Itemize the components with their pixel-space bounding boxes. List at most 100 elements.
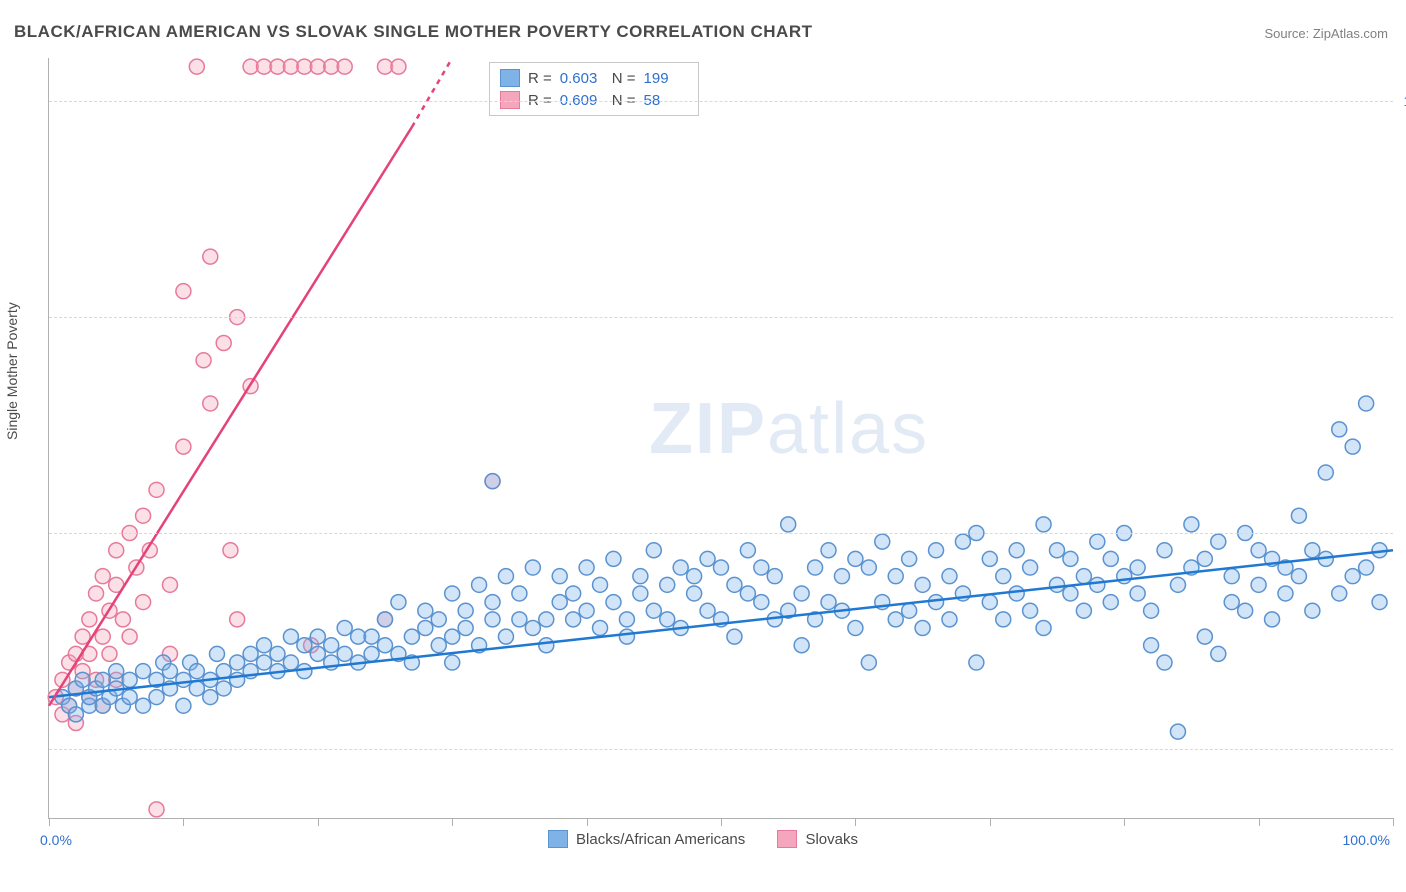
- data-point: [552, 595, 567, 610]
- data-point: [230, 655, 245, 670]
- y-tick-label: 75.0%: [1399, 309, 1406, 325]
- data-point: [700, 551, 715, 566]
- data-point: [337, 621, 352, 636]
- data-point: [1130, 586, 1145, 601]
- data-point: [821, 543, 836, 558]
- data-point: [378, 612, 393, 627]
- source-link[interactable]: ZipAtlas.com: [1313, 26, 1388, 41]
- data-point: [458, 621, 473, 636]
- data-point: [740, 543, 755, 558]
- swatch-pink: [777, 830, 797, 848]
- data-point: [1238, 603, 1253, 618]
- n-value-blue: 199: [644, 70, 688, 87]
- data-point: [310, 646, 325, 661]
- r-label: R =: [528, 70, 552, 87]
- data-point: [955, 534, 970, 549]
- data-point: [115, 612, 130, 627]
- data-point: [942, 569, 957, 584]
- chart-container: BLACK/AFRICAN AMERICAN VS SLOVAK SINGLE …: [0, 0, 1406, 892]
- data-point: [929, 595, 944, 610]
- data-point: [1197, 629, 1212, 644]
- data-point: [223, 543, 238, 558]
- data-point: [512, 612, 527, 627]
- data-point: [75, 672, 90, 687]
- data-point: [875, 534, 890, 549]
- x-tick: [990, 818, 991, 826]
- data-point: [1372, 595, 1387, 610]
- data-point: [364, 646, 379, 661]
- r-label: R =: [528, 92, 552, 109]
- data-point: [210, 646, 225, 661]
- data-point: [1359, 560, 1374, 575]
- svg-layer: [49, 58, 1393, 818]
- data-point: [1211, 534, 1226, 549]
- data-point: [1157, 655, 1172, 670]
- data-point: [848, 551, 863, 566]
- data-point: [1224, 595, 1239, 610]
- gridline-h: [49, 749, 1393, 750]
- data-point: [996, 612, 1011, 627]
- data-point: [1157, 543, 1172, 558]
- data-point: [1305, 603, 1320, 618]
- x-tick: [721, 818, 722, 826]
- gridline-h: [49, 317, 1393, 318]
- n-label: N =: [612, 92, 636, 109]
- data-point: [525, 560, 540, 575]
- data-point: [230, 612, 245, 627]
- data-point: [579, 560, 594, 575]
- data-point: [445, 586, 460, 601]
- y-tick-label: 50.0%: [1399, 525, 1406, 541]
- stats-row-pink: R = 0.609 N = 58: [500, 89, 688, 111]
- data-point: [1130, 560, 1145, 575]
- data-point: [498, 629, 513, 644]
- data-point: [95, 629, 110, 644]
- data-point: [82, 612, 97, 627]
- x-tick: [1259, 818, 1260, 826]
- data-point: [1063, 586, 1078, 601]
- data-point: [606, 551, 621, 566]
- data-point: [1345, 439, 1360, 454]
- data-point: [861, 655, 876, 670]
- data-point: [660, 577, 675, 592]
- data-point: [109, 543, 124, 558]
- data-point: [297, 638, 312, 653]
- data-point: [1224, 569, 1239, 584]
- chart-title: BLACK/AFRICAN AMERICAN VS SLOVAK SINGLE …: [14, 22, 813, 42]
- data-point: [1090, 534, 1105, 549]
- data-point: [848, 621, 863, 636]
- x-tick: [452, 818, 453, 826]
- data-point: [539, 638, 554, 653]
- data-point: [485, 612, 500, 627]
- data-point: [109, 664, 124, 679]
- data-point: [593, 621, 608, 636]
- data-point: [969, 655, 984, 670]
- data-point: [310, 629, 325, 644]
- trend-line: [412, 58, 452, 127]
- data-point: [364, 629, 379, 644]
- data-point: [149, 690, 164, 705]
- data-point: [942, 612, 957, 627]
- data-point: [1050, 543, 1065, 558]
- data-point: [794, 586, 809, 601]
- data-point: [149, 802, 164, 817]
- data-point: [189, 59, 204, 74]
- data-point: [89, 586, 104, 601]
- data-point: [740, 586, 755, 601]
- data-point: [660, 612, 675, 627]
- data-point: [1023, 560, 1038, 575]
- data-point: [257, 638, 272, 653]
- data-point: [1318, 465, 1333, 480]
- data-point: [1076, 603, 1091, 618]
- data-point: [445, 629, 460, 644]
- x-tick: [183, 818, 184, 826]
- data-point: [216, 336, 231, 351]
- data-point: [458, 603, 473, 618]
- data-point: [1023, 603, 1038, 618]
- data-point: [283, 655, 298, 670]
- data-point: [579, 603, 594, 618]
- data-point: [1359, 396, 1374, 411]
- data-point: [982, 595, 997, 610]
- data-point: [1009, 543, 1024, 558]
- data-point: [687, 569, 702, 584]
- data-point: [714, 560, 729, 575]
